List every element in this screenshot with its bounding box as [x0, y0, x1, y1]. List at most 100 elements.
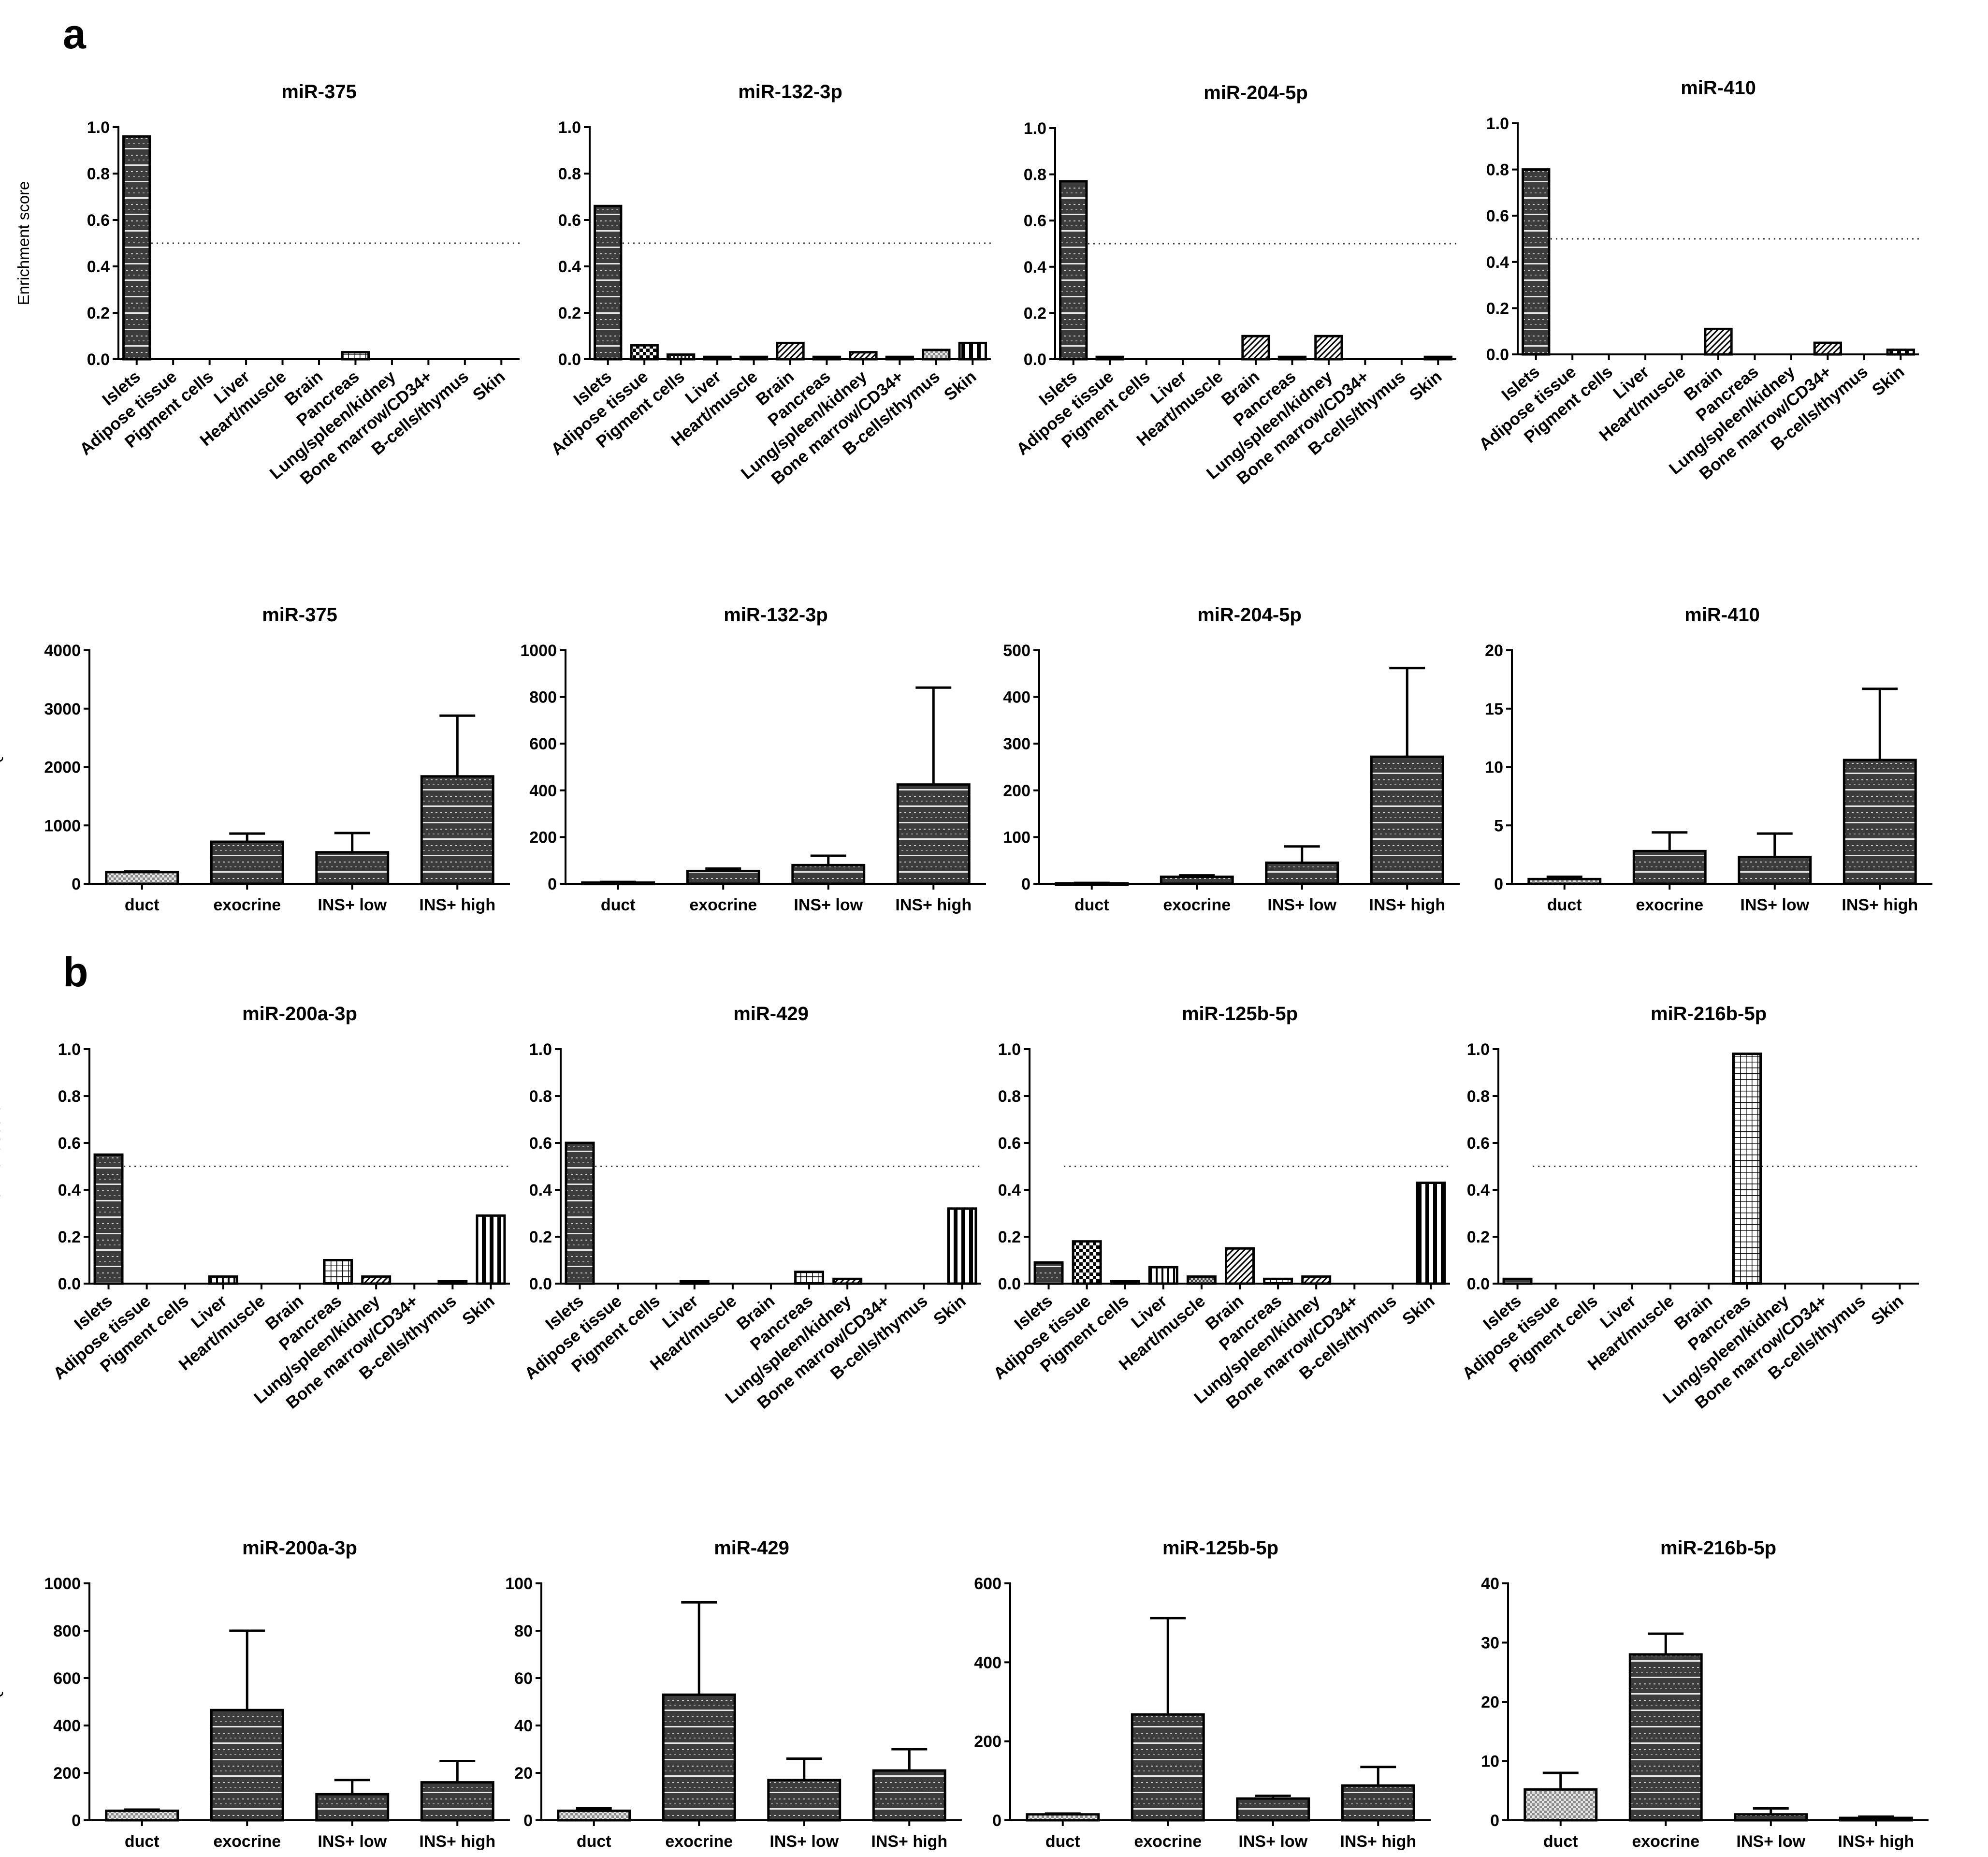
y-tick-label: 0.0 — [58, 1275, 81, 1293]
chart-title: miR-125b-5p — [1162, 1537, 1278, 1559]
y-tick-label: 600 — [974, 1575, 1001, 1593]
bar-ins-low — [791, 863, 866, 885]
bar-bone-marrow-cd34 — [885, 355, 914, 361]
y-tick-label: 0.2 — [58, 1228, 81, 1246]
y-tick-label: 0.4 — [1467, 1181, 1490, 1199]
bar-skin — [1423, 355, 1452, 361]
y-tick-label: 0.6 — [58, 1134, 81, 1153]
y-tick-label: 1.0 — [87, 118, 110, 137]
chart-rq-mir-375-a: miR-375 0 1000 2000 3000 4000 RQ duct exocrine IN… — [0, 604, 510, 914]
x-tick-label: duct — [601, 896, 636, 914]
bar-duct — [1026, 1813, 1100, 1822]
chart-rq-mir-429-b: miR-429 0 20 40 60 80 100 duct exocrine INS+ low I… — [505, 1537, 962, 1851]
chart-title: miR-410 — [1684, 604, 1760, 626]
y-tick-label: 200 — [974, 1733, 1001, 1751]
y-axis-label: Enrichment score — [0, 1104, 3, 1228]
y-tick-label: 1.0 — [558, 118, 581, 137]
chart-rq-mir-410-a: miR-410 0 5 10 15 20 duct exocrine INS+ low INS+ … — [1485, 604, 1932, 914]
bar-brain — [1225, 1247, 1255, 1285]
bar-bone-marrow-cd34 — [1813, 341, 1843, 356]
bar-ins-high — [420, 775, 494, 885]
x-tick-label: exocrine — [665, 1832, 733, 1851]
bar-duct — [105, 871, 179, 885]
bar-ins-low — [1236, 1797, 1310, 1822]
bar-duct — [1527, 877, 1602, 885]
bar-brain — [1241, 335, 1270, 361]
y-tick-label: 400 — [974, 1653, 1001, 1672]
bar-islets — [1502, 1277, 1533, 1285]
bar-lung-spleen-kidney — [361, 1275, 392, 1285]
bar-ins-high — [1839, 1816, 1913, 1822]
bar-skin — [958, 341, 987, 361]
bar-ins-high — [896, 783, 971, 885]
bar-liver — [208, 1275, 238, 1285]
bar-exocrine — [1628, 1653, 1703, 1822]
bar-b-cells-thymus — [437, 1280, 468, 1285]
bar-pancreas — [794, 1271, 825, 1285]
chart-title: miR-216b-5p — [1660, 1537, 1776, 1559]
chart-enrichment-mir-125b-5p-b: miR-125b-5p0.00.20.40.60.81.0IsletsAdipo… — [990, 1003, 1450, 1413]
bar-pancreas — [341, 351, 370, 361]
x-tick-label: exocrine — [213, 1832, 281, 1851]
x-tick-label: INS+ high — [871, 1832, 947, 1851]
y-tick-label: 200 — [529, 828, 557, 847]
y-tick-label: 0.0 — [558, 351, 581, 369]
y-tick-label: 0.2 — [558, 304, 581, 322]
chart-enrichment-mir-375-a: miR-375 0.0 0.2 0.4 0.6 0.8 1.0 Enrichment scor… — [15, 81, 520, 488]
y-tick-label: 0.0 — [87, 351, 110, 369]
y-tick-label: 60 — [514, 1669, 533, 1688]
y-tick-label: 0.8 — [1024, 166, 1046, 184]
y-tick-label: 4000 — [44, 642, 81, 660]
y-tick-label: 400 — [1003, 688, 1030, 707]
x-tick-label: duct — [1543, 1832, 1578, 1851]
x-tick-label: Skin — [1869, 362, 1908, 399]
bar-b-cells-thymus — [922, 349, 951, 361]
chart-title: miR-429 — [733, 1003, 809, 1024]
y-tick-label: 0.6 — [998, 1134, 1021, 1153]
bar-pigment-cells — [1110, 1280, 1140, 1285]
x-tick-label: duct — [1045, 1832, 1080, 1851]
y-tick-label: 1.0 — [58, 1040, 81, 1059]
chart-title: miR-125b-5p — [1182, 1003, 1298, 1024]
y-tick-label: 0.2 — [529, 1228, 552, 1246]
chart-title: miR-375 — [262, 604, 337, 626]
panel-label-a: a — [63, 11, 87, 58]
x-tick-label: INS+ low — [1238, 1832, 1307, 1851]
chart-title: miR-200a-3p — [242, 1003, 357, 1024]
y-tick-label: 0 — [523, 1812, 533, 1830]
bar-pancreas — [812, 355, 842, 361]
bar-islets — [1059, 180, 1088, 361]
bar-liver — [1148, 1266, 1178, 1285]
y-tick-label: 300 — [1003, 735, 1030, 753]
chart-title: miR-216b-5p — [1651, 1003, 1767, 1024]
chart-title: miR-429 — [714, 1537, 789, 1559]
y-tick-label: 600 — [53, 1669, 81, 1688]
bar-exocrine — [1160, 876, 1234, 885]
bar-pigment-cells — [666, 353, 696, 361]
bar-skin — [476, 1214, 506, 1285]
x-tick-label: exocrine — [213, 896, 281, 914]
y-tick-label: 0.2 — [87, 304, 110, 322]
bar-heart-muscle — [1186, 1275, 1217, 1285]
y-tick-label: 400 — [53, 1717, 81, 1735]
bar-ins-high — [872, 1769, 946, 1822]
bar-duct — [1524, 1788, 1598, 1822]
bar-lung-spleen-kidney — [832, 1277, 863, 1285]
y-tick-label: 0.4 — [1024, 258, 1046, 277]
y-tick-label: 0.2 — [1024, 304, 1046, 322]
y-tick-label: 0.0 — [1024, 351, 1046, 369]
y-tick-label: 0.4 — [529, 1181, 552, 1199]
chart-title: miR-132-3p — [724, 604, 828, 626]
y-tick-label: 0.0 — [529, 1275, 552, 1293]
y-tick-label: 1.0 — [529, 1040, 552, 1059]
y-tick-label: 200 — [1003, 782, 1030, 800]
y-tick-label: 0.6 — [558, 211, 581, 230]
y-tick-label: 0.4 — [998, 1181, 1021, 1199]
x-tick-label: exocrine — [1636, 896, 1703, 914]
bar-ins-low — [1738, 855, 1812, 885]
x-tick-label: INS+ high — [419, 1832, 495, 1851]
y-tick-label: 20 — [514, 1764, 533, 1783]
bar-liver — [679, 1280, 710, 1285]
